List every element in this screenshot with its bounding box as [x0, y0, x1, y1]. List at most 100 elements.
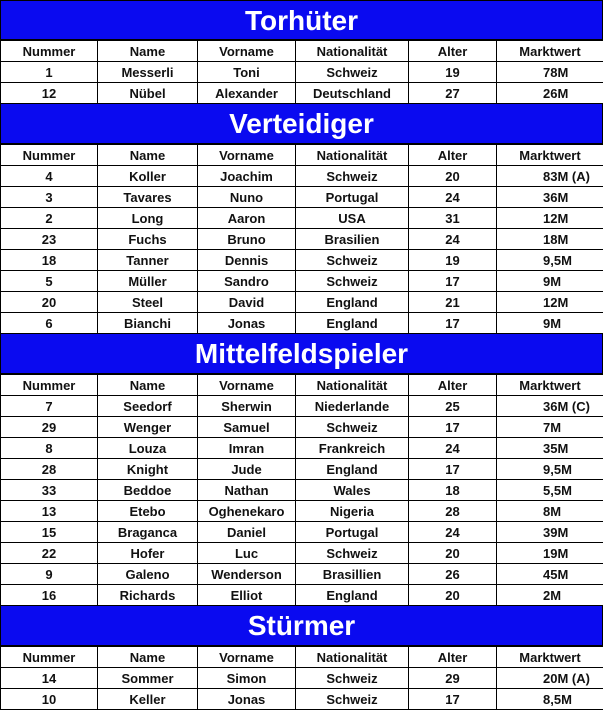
- cell-vorname: Jonas: [197, 312, 296, 334]
- cell-name: Galeno: [97, 563, 198, 585]
- cell-nummer: 14: [0, 667, 98, 689]
- cell-nummer: 10: [0, 688, 98, 710]
- cell-nummer: 7: [0, 395, 98, 417]
- header-vorname: Vorname: [197, 144, 296, 166]
- cell-marktwert: 83M (A): [496, 165, 603, 187]
- header-vorname: Vorname: [197, 646, 296, 668]
- player-table: Nummer Name Vorname Nationalität Alter Marktw…: [0, 144, 603, 334]
- cell-nummer: 3: [0, 186, 98, 208]
- cell-name: Beddoe: [97, 479, 198, 501]
- cell-nationalitaet: Schweiz: [295, 688, 409, 710]
- table-row: 29 Wenger Samuel Schweiz 17 7M: [0, 416, 603, 438]
- cell-nummer: 28: [0, 458, 98, 480]
- cell-nationalitaet: Schweiz: [295, 416, 409, 438]
- cell-marktwert: 35M: [496, 437, 603, 459]
- header-marktwert: Marktwert: [496, 144, 603, 166]
- cell-name: Richards: [97, 584, 198, 606]
- cell-vorname: Nathan: [197, 479, 296, 501]
- cell-marktwert: 78M: [496, 61, 603, 83]
- cell-marktwert: 20M (A): [496, 667, 603, 689]
- cell-marktwert: 8M: [496, 500, 603, 522]
- cell-alter: 29: [408, 667, 497, 689]
- cell-marktwert: 36M (C): [496, 395, 603, 417]
- cell-alter: 27: [408, 82, 497, 104]
- cell-marktwert: 12M: [496, 291, 603, 313]
- header-nummer: Nummer: [0, 40, 98, 62]
- cell-vorname: Elliot: [197, 584, 296, 606]
- table-row: 23 Fuchs Bruno Brasilien 24 18M: [0, 228, 603, 250]
- header-name: Name: [97, 374, 198, 396]
- cell-vorname: Alexander: [197, 82, 296, 104]
- cell-vorname: Sandro: [197, 270, 296, 292]
- cell-marktwert: 36M: [496, 186, 603, 208]
- cell-name: Bianchi: [97, 312, 198, 334]
- cell-alter: 28: [408, 500, 497, 522]
- table-row: 22 Hofer Luc Schweiz 20 19M: [0, 542, 603, 564]
- section-title: Mittelfeldspieler: [0, 334, 603, 374]
- cell-vorname: Jude: [197, 458, 296, 480]
- player-table: Nummer Name Vorname Nationalität Alter Marktw…: [0, 646, 603, 710]
- cell-nationalitaet: England: [295, 458, 409, 480]
- cell-nationalitaet: Schweiz: [295, 270, 409, 292]
- table-row: 7 Seedorf Sherwin Niederlande 25 36M (C): [0, 395, 603, 417]
- table-header-row: Nummer Name Vorname Nationalität Alter Marktw…: [0, 40, 603, 62]
- cell-marktwert: 39M: [496, 521, 603, 543]
- cell-name: Müller: [97, 270, 198, 292]
- cell-name: Tavares: [97, 186, 198, 208]
- header-marktwert: Marktwert: [496, 374, 603, 396]
- cell-name: Seedorf: [97, 395, 198, 417]
- cell-nationalitaet: Deutschland: [295, 82, 409, 104]
- cell-name: Etebo: [97, 500, 198, 522]
- header-nummer: Nummer: [0, 374, 98, 396]
- cell-vorname: Aaron: [197, 207, 296, 229]
- cell-alter: 17: [408, 416, 497, 438]
- cell-vorname: Imran: [197, 437, 296, 459]
- cell-name: Braganca: [97, 521, 198, 543]
- cell-nummer: 29: [0, 416, 98, 438]
- player-table: Nummer Name Vorname Nationalität Alter Marktw…: [0, 40, 603, 104]
- header-nationalitaet: Nationalität: [295, 40, 409, 62]
- cell-vorname: Joachim: [197, 165, 296, 187]
- cell-alter: 31: [408, 207, 497, 229]
- header-marktwert: Marktwert: [496, 40, 603, 62]
- header-alter: Alter: [408, 374, 497, 396]
- cell-nationalitaet: Niederlande: [295, 395, 409, 417]
- cell-nationalitaet: Brasilien: [295, 228, 409, 250]
- table-row: 15 Braganca Daniel Portugal 24 39M: [0, 521, 603, 543]
- cell-nationalitaet: England: [295, 584, 409, 606]
- cell-nationalitaet: Schweiz: [295, 61, 409, 83]
- cell-alter: 25: [408, 395, 497, 417]
- table-row: 14 Sommer Simon Schweiz 29 20M (A): [0, 667, 603, 689]
- cell-vorname: Bruno: [197, 228, 296, 250]
- cell-alter: 24: [408, 228, 497, 250]
- header-nummer: Nummer: [0, 646, 98, 668]
- cell-alter: 26: [408, 563, 497, 585]
- cell-nummer: 9: [0, 563, 98, 585]
- cell-nummer: 6: [0, 312, 98, 334]
- cell-name: Koller: [97, 165, 198, 187]
- cell-alter: 18: [408, 479, 497, 501]
- cell-marktwert: 19M: [496, 542, 603, 564]
- header-vorname: Vorname: [197, 374, 296, 396]
- table-header-row: Nummer Name Vorname Nationalität Alter Marktw…: [0, 144, 603, 166]
- cell-name: Sommer: [97, 667, 198, 689]
- table-row: 1 Messerli Toni Schweiz 19 78M: [0, 61, 603, 83]
- cell-alter: 19: [408, 249, 497, 271]
- table-row: 33 Beddoe Nathan Wales 18 5,5M: [0, 479, 603, 501]
- cell-marktwert: 5,5M: [496, 479, 603, 501]
- table-row: 13 Etebo Oghenekaro Nigeria 28 8M: [0, 500, 603, 522]
- header-vorname: Vorname: [197, 40, 296, 62]
- cell-marktwert: 45M: [496, 563, 603, 585]
- table-row: 4 Koller Joachim Schweiz 20 83M (A): [0, 165, 603, 187]
- cell-vorname: Sherwin: [197, 395, 296, 417]
- cell-nummer: 33: [0, 479, 98, 501]
- cell-nummer: 5: [0, 270, 98, 292]
- cell-name: Hofer: [97, 542, 198, 564]
- cell-alter: 20: [408, 542, 497, 564]
- cell-vorname: Oghenekaro: [197, 500, 296, 522]
- cell-marktwert: 9,5M: [496, 249, 603, 271]
- header-name: Name: [97, 646, 198, 668]
- cell-name: Keller: [97, 688, 198, 710]
- cell-marktwert: 9,5M: [496, 458, 603, 480]
